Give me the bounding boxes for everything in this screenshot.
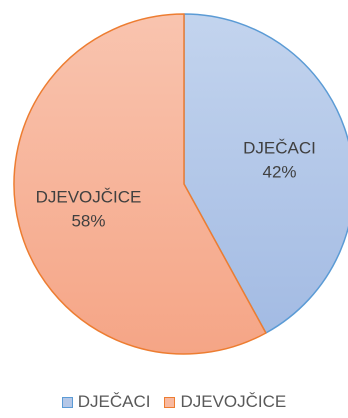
legend-swatch-djevojcice bbox=[164, 396, 176, 408]
legend-label-djevojcice: DJEVOJČICE bbox=[180, 392, 287, 411]
slice-label-djevojcice: DJEVOJČICE bbox=[36, 188, 142, 207]
pie-slice-djecaci bbox=[183, 13, 348, 334]
slice-value-label-djevojcice: 58% bbox=[71, 212, 105, 231]
legend-label-djecaci: DJEČACI bbox=[77, 392, 151, 411]
legend-item-djevojcice: DJEVOJČICE bbox=[164, 392, 286, 412]
slice-label-djecaci: DJEČACI bbox=[243, 138, 316, 157]
legend-item-djecaci: DJEČACI bbox=[61, 392, 151, 412]
slice-value-label-djecaci: 42% bbox=[262, 162, 296, 181]
pie-slice-djevojcice bbox=[13, 13, 267, 355]
chart-legend: DJEČACI DJEVOJČICE bbox=[0, 392, 348, 412]
legend-swatch-djecaci bbox=[61, 396, 73, 408]
